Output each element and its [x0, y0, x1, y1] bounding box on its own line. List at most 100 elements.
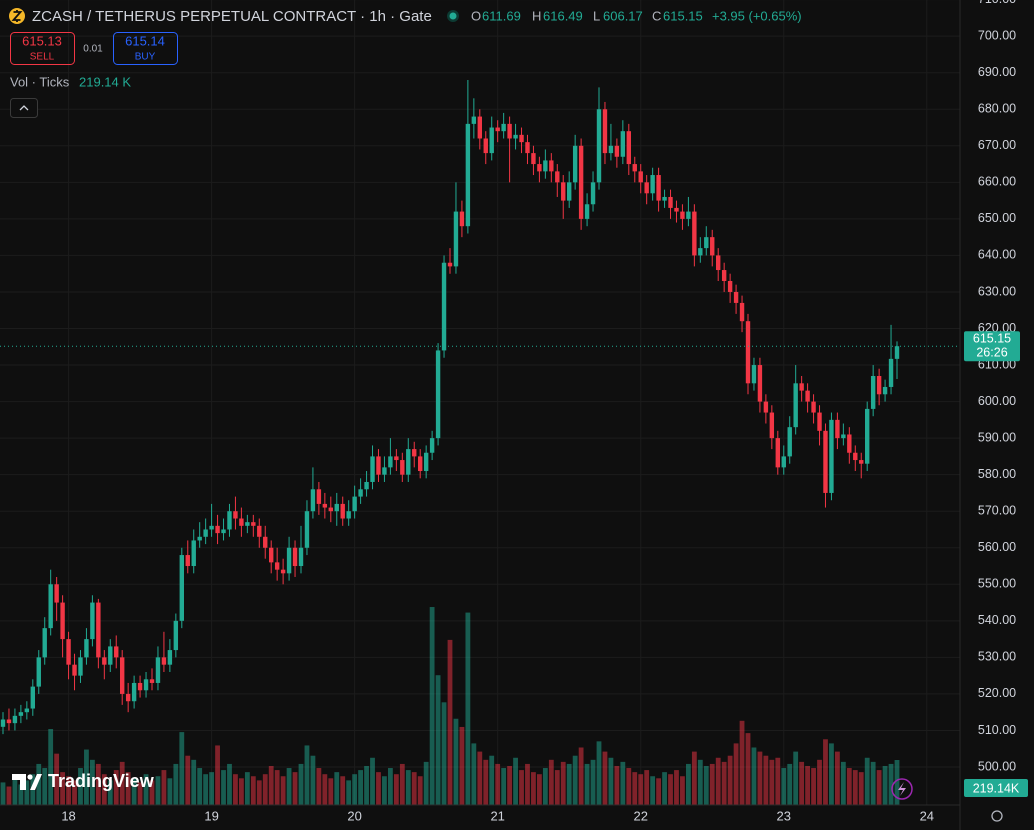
candle-body: [692, 211, 697, 256]
volume-bar: [203, 774, 209, 805]
candle-body: [471, 116, 477, 124]
volume-bar: [668, 774, 673, 805]
candle-body: [185, 555, 190, 567]
candle-body: [525, 142, 530, 154]
volume-bar: [250, 776, 256, 805]
volume-legend-value: 219.14 K: [79, 74, 131, 89]
candle-body: [614, 145, 620, 157]
volume-bar: [399, 763, 405, 805]
volume-bar: [519, 770, 524, 805]
volume-bar: [721, 761, 727, 805]
candle-body: [84, 639, 89, 658]
volume-bar: [864, 757, 870, 805]
candle-body: [245, 522, 250, 526]
volume-bar: [739, 720, 745, 805]
candle-body: [435, 350, 441, 439]
volume-bar: [84, 749, 89, 805]
volume-bar: [42, 768, 48, 805]
ohlc-letter: L: [593, 8, 600, 23]
candle-body: [602, 109, 608, 154]
candle-body: [537, 164, 542, 172]
sell-button[interactable]: [10, 32, 75, 65]
candle-body: [620, 131, 626, 157]
volume-bar: [143, 774, 149, 805]
candle-body: [674, 207, 679, 212]
buy-button[interactable]: [113, 32, 178, 65]
volume-bar: [268, 765, 274, 805]
volume-bar: [316, 768, 322, 805]
candle-body: [90, 602, 95, 640]
candle-body: [429, 438, 435, 453]
chart-title[interactable]: ZCASH / TETHERUS PERPETUAL CONTRACT · 1h…: [32, 8, 432, 25]
candle-body: [763, 401, 769, 413]
candle-body: [376, 456, 381, 475]
candle-body: [555, 171, 560, 183]
settings-button[interactable]: [991, 810, 1003, 822]
volume-bar: [459, 726, 465, 805]
candle-body: [805, 390, 810, 402]
volume-bar: [405, 770, 411, 805]
volume-bar: [173, 763, 179, 805]
y-tick-label: 660.00: [978, 175, 1016, 189]
volume-bar: [447, 639, 453, 805]
candle-body: [191, 540, 196, 567]
candle-body: [292, 547, 298, 567]
y-tick-label: 710.00: [978, 0, 1016, 6]
candle-body: [835, 419, 840, 439]
candle-body: [0, 719, 6, 727]
candle-body: [233, 511, 238, 519]
candle-body: [775, 438, 780, 468]
candle-body: [197, 536, 202, 541]
volume-bar: [298, 763, 304, 805]
x-tick-label: 20: [347, 808, 361, 823]
candle-body: [155, 657, 161, 683]
volume-bar: [501, 768, 507, 805]
volume-bar: [870, 761, 876, 805]
volume-bar: [274, 770, 280, 805]
buy-price: 615.14: [125, 33, 165, 48]
volume-bar: [0, 782, 6, 805]
volume-bar: [757, 751, 763, 805]
candle-body: [710, 237, 715, 256]
volume-bar: [358, 770, 363, 805]
volume-bar: [215, 745, 220, 805]
collapse-button[interactable]: [10, 98, 38, 118]
candle-body: [876, 376, 882, 395]
sell-price: 615.13: [22, 33, 62, 48]
candle-body: [447, 262, 453, 267]
candle-body: [656, 175, 661, 201]
candle-body: [668, 196, 673, 208]
candle-layer: [0, 80, 900, 735]
logo-dot: [27, 774, 33, 780]
volume-bar: [48, 729, 54, 805]
y-tick-label: 550.00: [978, 577, 1016, 591]
candle-body: [745, 321, 751, 384]
candle-body: [42, 628, 47, 658]
volume-bar: [36, 763, 42, 805]
y-tick-label: 540.00: [978, 613, 1016, 627]
candle-body: [370, 456, 375, 482]
volume-bar: [417, 776, 423, 805]
volume-bar: [733, 743, 739, 805]
candle-body: [358, 489, 363, 497]
volume-bar: [697, 759, 703, 805]
volume-bar: [471, 743, 477, 805]
candle-body: [346, 511, 351, 519]
volume-bar: [423, 761, 429, 805]
volume-bar: [894, 759, 900, 805]
candle-body: [12, 715, 18, 724]
candle-body: [72, 664, 77, 676]
candle-body: [257, 525, 262, 537]
candle-body: [638, 171, 643, 183]
candle-body: [280, 569, 286, 574]
volume-bar: [525, 763, 530, 805]
volume-bar: [12, 778, 18, 805]
volume-value-box: [964, 779, 1028, 797]
candle-body: [161, 657, 167, 665]
volume-legend-name: Vol · Ticks: [10, 74, 70, 89]
candle-body: [853, 452, 858, 461]
replay-button[interactable]: [891, 778, 913, 800]
candle-body: [54, 584, 59, 603]
volume-bar: [191, 759, 197, 805]
